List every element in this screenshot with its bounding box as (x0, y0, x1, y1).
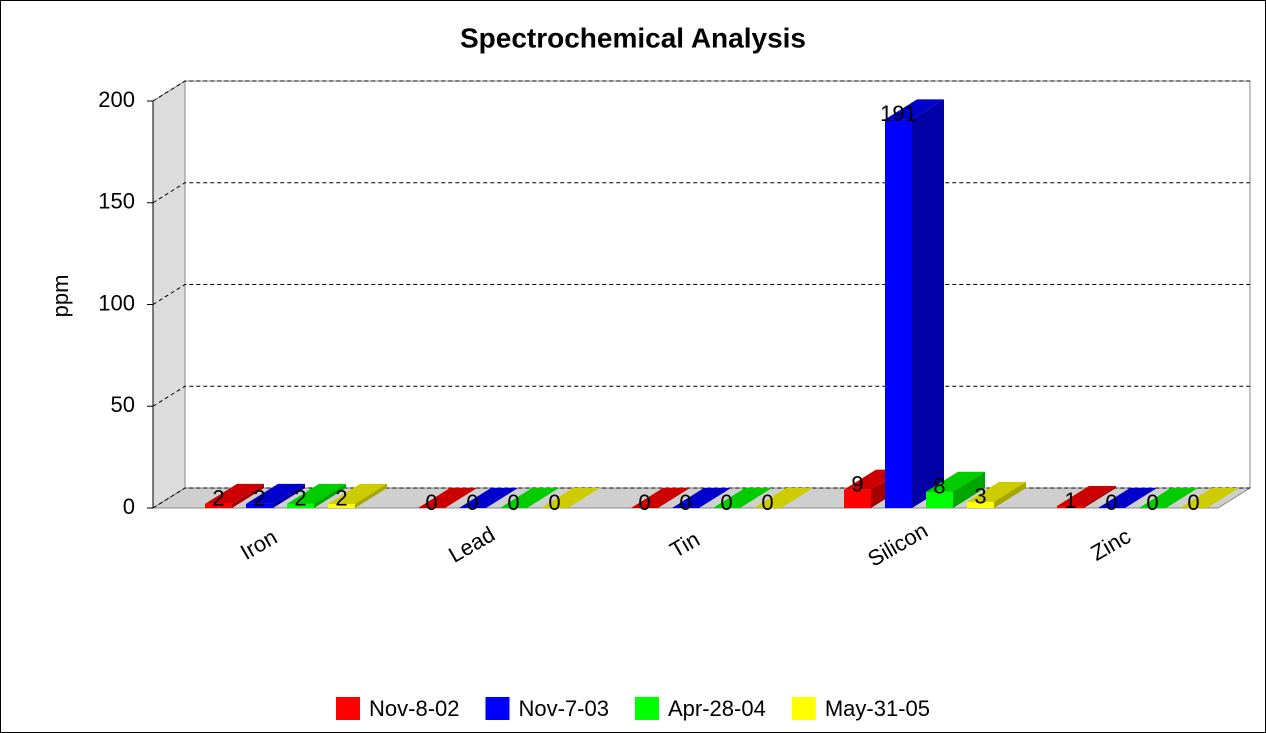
legend-swatch (634, 697, 659, 720)
bar-side (1084, 485, 1116, 508)
bar-top (246, 483, 305, 504)
legend-swatch (336, 697, 361, 720)
bar-top (328, 483, 387, 504)
bar (500, 488, 559, 508)
bar-top (418, 488, 477, 508)
bar-top (1180, 488, 1239, 508)
bar (713, 488, 772, 508)
bar-front (328, 503, 355, 508)
data-label: 0 (679, 490, 691, 515)
chart-title: Spectrochemical Analysis (460, 22, 806, 53)
data-label: 2 (294, 486, 306, 511)
bar-top (205, 483, 264, 504)
bar (631, 488, 690, 508)
y-tick-label: 200 (98, 87, 135, 112)
data-label: 0 (466, 490, 478, 515)
grid-line (152, 80, 1250, 102)
legend-label: Apr-28-04 (668, 696, 766, 721)
bar (246, 483, 305, 508)
bar-front (967, 501, 994, 508)
bar-top (926, 471, 985, 492)
bar-front (844, 489, 871, 508)
bar-top (631, 488, 690, 508)
bar-top (287, 483, 346, 504)
bar-top (1139, 488, 1198, 508)
data-label: 8 (933, 474, 945, 499)
bar-top (500, 488, 559, 508)
bar-top (672, 488, 731, 508)
bar-side (273, 483, 305, 508)
legend-swatch (485, 697, 510, 720)
bar-side (994, 481, 1026, 508)
bar-top (967, 481, 1026, 502)
bar (328, 483, 387, 508)
grid-line (152, 487, 1250, 509)
bar-top (713, 488, 772, 508)
data-label: 2 (253, 486, 265, 511)
y-tick-label: 50 (111, 392, 135, 417)
data-label: 0 (1187, 490, 1199, 515)
data-label: 0 (638, 490, 650, 515)
y-tick-label: 0 (123, 494, 135, 519)
grid-line (152, 182, 1250, 204)
bar-side (314, 483, 346, 508)
data-label: 2 (212, 486, 224, 511)
bar-front (287, 503, 314, 508)
data-label: 2 (335, 486, 347, 511)
bar-top (459, 488, 518, 508)
y-tick-label: 150 (98, 189, 135, 214)
grid-line (152, 284, 1250, 305)
bar-top (541, 488, 600, 508)
data-label: 0 (548, 490, 560, 515)
bar-front (885, 119, 912, 508)
bar (1139, 488, 1198, 508)
data-label: 9 (851, 471, 863, 496)
bar-top (1057, 485, 1116, 506)
bar-front (246, 503, 273, 508)
bar-side (953, 471, 985, 508)
data-label: 0 (720, 490, 732, 515)
legend-label: May-31-05 (825, 696, 930, 721)
legend-swatch (791, 697, 816, 720)
legend-label: Nov-7-03 (519, 696, 609, 721)
bar-front (205, 503, 232, 508)
data-label: 0 (761, 490, 773, 515)
data-label: 191 (880, 101, 917, 126)
bar (926, 471, 985, 508)
data-label: 0 (425, 490, 437, 515)
bar (459, 488, 518, 508)
bar (885, 99, 944, 508)
bar (754, 488, 813, 508)
bar (1098, 488, 1157, 508)
y-axis-label: ppm (48, 275, 73, 318)
bar (287, 483, 346, 508)
bar-side (355, 483, 387, 508)
bar-top (1098, 488, 1157, 508)
bar (541, 488, 600, 508)
data-label: 0 (1105, 490, 1117, 515)
y-tick-label: 100 (98, 290, 135, 315)
bar (1180, 488, 1239, 508)
grid-line (152, 385, 1250, 407)
data-label: 0 (507, 490, 519, 515)
bar-front (926, 491, 953, 508)
data-label: 1 (1064, 488, 1076, 513)
bar-side (912, 99, 944, 508)
legend: Nov-8-02 Nov-7-03 Apr-28-04 May-31-05 (336, 696, 930, 721)
bar-top (885, 99, 944, 120)
bar-side (232, 483, 264, 508)
bar (418, 488, 477, 508)
bar (205, 483, 264, 508)
data-label: 3 (974, 484, 986, 509)
legend-label: Nov-8-02 (369, 696, 459, 721)
bar (672, 488, 731, 508)
data-label: 0 (1146, 490, 1158, 515)
bar (967, 481, 1026, 508)
bar-top (754, 488, 813, 508)
bar-front (1057, 505, 1084, 508)
bar (1057, 485, 1116, 508)
side-wall (152, 80, 186, 509)
